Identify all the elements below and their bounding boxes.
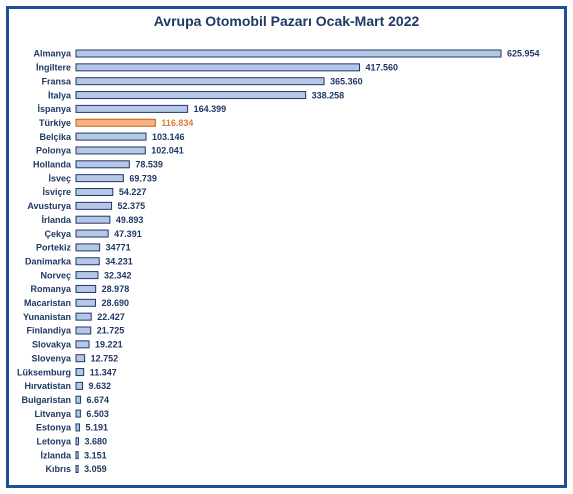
category-label: İsveç <box>48 173 71 183</box>
value-label: 28.690 <box>101 298 129 308</box>
category-label: Litvanya <box>34 409 72 419</box>
value-label: 116.834 <box>161 118 193 128</box>
bar <box>75 312 92 321</box>
bar <box>75 160 130 169</box>
bar <box>75 63 361 72</box>
bar <box>75 104 189 113</box>
value-label: 5.191 <box>86 423 109 433</box>
value-label: 3.151 <box>84 450 107 460</box>
bar <box>75 132 147 141</box>
bar <box>75 188 114 196</box>
bar <box>75 451 79 460</box>
chart-title: Avrupa Otomobil Pazarı Ocak-Mart 2022 <box>153 13 420 29</box>
bar <box>75 354 86 363</box>
value-label: 6.674 <box>87 395 110 405</box>
bar <box>75 243 101 252</box>
category-label: Avusturya <box>27 201 72 211</box>
value-label: 338.258 <box>312 90 345 100</box>
category-label: Fransa <box>41 76 72 86</box>
value-label: 3.680 <box>84 437 107 447</box>
category-label: Estonya <box>36 423 72 433</box>
bar <box>75 395 82 404</box>
bar <box>75 381 84 390</box>
value-label: 47.391 <box>114 229 142 239</box>
category-label: Danimarka <box>25 256 72 266</box>
value-label: 6.503 <box>86 409 109 419</box>
value-label: 11.347 <box>90 367 117 377</box>
category-label: İrlanda <box>41 215 72 225</box>
category-label: Lüksemburg <box>17 367 71 377</box>
value-label: 22.427 <box>97 312 125 322</box>
value-label: 34771 <box>106 243 131 253</box>
value-label: 34.231 <box>105 256 133 266</box>
category-label: Macaristan <box>24 298 71 308</box>
bar <box>75 257 100 266</box>
bar <box>75 91 307 100</box>
value-label: 21.725 <box>97 326 125 336</box>
category-label: Belçika <box>39 132 72 142</box>
value-label: 32.342 <box>104 270 132 280</box>
value-label: 103.146 <box>152 132 185 142</box>
bar <box>75 215 111 224</box>
value-label: 417.560 <box>366 63 399 73</box>
bar <box>75 326 92 335</box>
value-label: 3.059 <box>84 464 107 474</box>
bar <box>75 284 97 293</box>
category-label: İsviçre <box>42 187 71 197</box>
value-label: 9.632 <box>89 381 112 391</box>
bar <box>75 409 81 418</box>
value-label: 49.893 <box>116 215 144 225</box>
category-label: Hırvatistan <box>24 381 71 391</box>
bar <box>75 271 99 280</box>
category-label: Slovenya <box>31 353 72 363</box>
bar <box>75 298 96 307</box>
category-label: İspanya <box>37 104 72 114</box>
category-label: İtalya <box>48 90 72 100</box>
bar <box>75 340 90 349</box>
bar <box>75 465 79 473</box>
category-label: Polonya <box>36 146 72 156</box>
value-label: 69.739 <box>129 173 157 183</box>
category-label: Kıbrıs <box>45 464 71 474</box>
bar <box>75 423 81 432</box>
value-label: 52.375 <box>118 201 146 211</box>
category-label: Letonya <box>36 437 72 447</box>
value-label: 12.752 <box>91 353 119 363</box>
bar <box>75 368 85 377</box>
bar <box>75 49 502 58</box>
category-label: İngiltere <box>36 63 71 73</box>
bar <box>75 201 113 210</box>
category-label: Romanya <box>30 284 72 294</box>
value-label: 78.539 <box>135 160 163 170</box>
category-label: Türkiye <box>39 118 71 128</box>
category-label: Hollanda <box>33 160 72 170</box>
value-label: 28.978 <box>102 284 130 294</box>
category-label: İzlanda <box>40 450 72 460</box>
category-label: Norveç <box>40 270 71 280</box>
value-label: 54.227 <box>119 187 147 197</box>
category-label: Portekiz <box>36 243 72 253</box>
bar <box>75 437 79 446</box>
bar <box>75 174 124 183</box>
value-label: 102.041 <box>151 146 184 156</box>
bar-highlight <box>75 118 156 127</box>
category-label: Almanya <box>33 49 72 59</box>
bar <box>75 146 146 155</box>
category-label: Finlandiya <box>26 326 72 336</box>
category-label: Slovakya <box>32 340 72 350</box>
value-label: 164.399 <box>194 104 227 114</box>
bar <box>75 229 109 238</box>
value-label: 365.360 <box>330 76 363 86</box>
category-label: Çekya <box>44 229 72 239</box>
value-label: 19.221 <box>95 340 123 350</box>
category-label: Bulgaristan <box>21 395 71 405</box>
value-label: 625.954 <box>507 49 540 59</box>
category-label: Yunanistan <box>23 312 71 322</box>
bar <box>75 77 325 86</box>
